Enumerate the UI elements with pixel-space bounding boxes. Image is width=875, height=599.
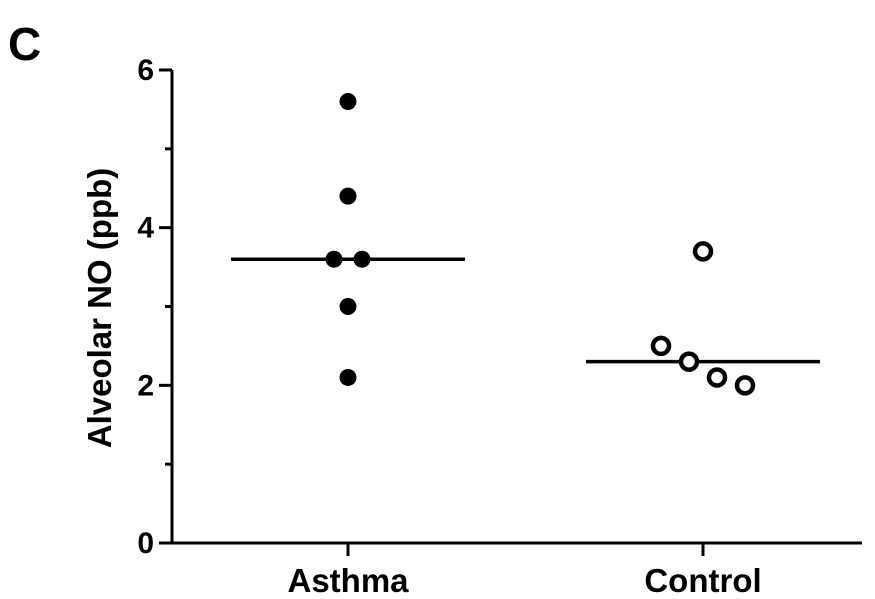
x-category-label: Asthma — [287, 562, 409, 599]
asthma-point — [339, 298, 357, 315]
control-point — [706, 367, 728, 388]
asthma-point — [339, 93, 357, 111]
control-point — [650, 335, 672, 357]
data-points — [325, 93, 756, 396]
y-tick-label: 0 — [137, 527, 154, 560]
control-point — [734, 375, 756, 396]
y-tick-label: 2 — [137, 369, 154, 402]
control-point — [692, 241, 714, 262]
asthma-point — [339, 187, 357, 205]
x-axis-ticks: Asthma Control — [287, 543, 762, 599]
asthma-point — [339, 368, 357, 386]
control-point — [678, 351, 700, 372]
y-axis-ticks: 0 2 4 6 — [137, 54, 172, 560]
y-tick-label: 4 — [137, 212, 154, 245]
panel-label: C — [8, 18, 41, 70]
asthma-point — [353, 250, 371, 268]
y-tick-label: 6 — [137, 54, 154, 87]
x-category-label: Control — [644, 562, 761, 599]
asthma-point — [325, 250, 343, 268]
y-axis-title: Alveolar NO (ppb) — [81, 168, 118, 449]
axes — [170, 70, 862, 545]
median-lines — [231, 257, 820, 364]
